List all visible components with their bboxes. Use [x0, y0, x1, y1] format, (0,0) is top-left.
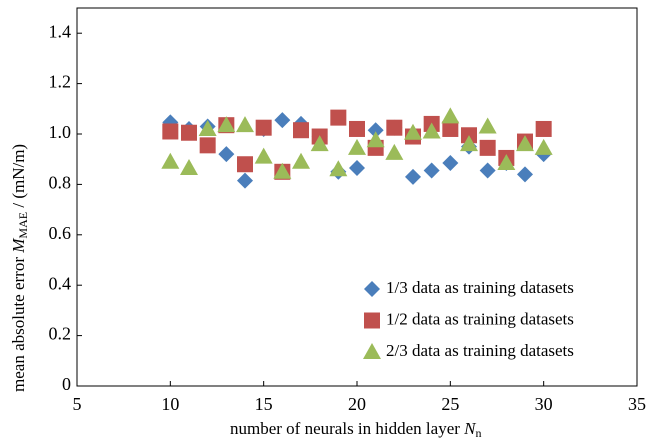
- triangle-point: [273, 162, 292, 179]
- triangle-point: [497, 153, 516, 170]
- square-point: [330, 109, 347, 126]
- y-tick-label: 1.2: [49, 72, 72, 92]
- triangle-point: [292, 152, 310, 169]
- triangle-point: [441, 107, 460, 124]
- triangle-point: [254, 147, 273, 164]
- y-tick-label: 0.2: [49, 324, 72, 344]
- triangle-point: [422, 122, 441, 139]
- triangle-point: [180, 159, 198, 176]
- legend-marker: [364, 281, 380, 297]
- x-tick-label: 10: [161, 394, 179, 414]
- square-point: [535, 120, 552, 137]
- triangle-point: [516, 135, 534, 152]
- square-point: [181, 124, 197, 141]
- triangle-point: [534, 138, 553, 155]
- triangle-point: [236, 116, 254, 133]
- x-tick-label: 35: [628, 394, 646, 414]
- x-tick-label: 15: [255, 394, 273, 414]
- triangle-point: [217, 116, 236, 133]
- y-tick-label: 1.4: [49, 21, 72, 41]
- triangle-point: [478, 117, 497, 134]
- legend-marker: [364, 312, 380, 329]
- diamond-point: [349, 160, 365, 177]
- diamond-point: [218, 146, 235, 163]
- x-tick-label: 30: [535, 394, 553, 414]
- y-axis-label: mean absolute error MMAE / (mN/m): [9, 144, 30, 392]
- triangle-point: [198, 119, 217, 136]
- plot-frame: [76, 7, 638, 387]
- square-point: [293, 122, 309, 139]
- diamond-point: [237, 172, 253, 189]
- y-tick-label: 0.4: [49, 273, 72, 293]
- triangle-point: [329, 160, 348, 177]
- triangle-point: [385, 143, 404, 160]
- diamond-point: [423, 162, 440, 179]
- square-point: [386, 119, 403, 136]
- triangle-point: [348, 138, 366, 155]
- triangle-point: [161, 152, 180, 169]
- x-axis-label: number of neurals in hidden layer Nn: [230, 419, 482, 440]
- diamond-point: [367, 122, 384, 139]
- triangle-point: [310, 135, 329, 152]
- diamond-point: [162, 114, 179, 131]
- triangle-point: [404, 123, 422, 140]
- y-tick-label: 0.8: [49, 173, 72, 193]
- square-point: [442, 120, 459, 137]
- diamond-point: [274, 112, 291, 129]
- y-tick-label: 0.6: [49, 223, 72, 243]
- diamond-point: [405, 168, 421, 185]
- triangle-point: [366, 131, 385, 148]
- legend-label: 1/3 data as training datasets: [386, 278, 574, 297]
- diamond-point: [442, 154, 459, 171]
- legend-label: 2/3 data as training datasets: [386, 341, 574, 360]
- triangle-point: [460, 135, 478, 152]
- diamond-point: [517, 166, 533, 183]
- square-point: [162, 123, 179, 140]
- legend-marker: [363, 343, 381, 359]
- square-point: [237, 156, 253, 173]
- x-tick-label: 20: [348, 394, 366, 414]
- square-point: [479, 139, 496, 156]
- square-point: [199, 137, 216, 154]
- square-point: [349, 120, 365, 137]
- square-point: [255, 119, 272, 136]
- legend-label: 1/2 data as training datasets: [386, 309, 574, 328]
- y-tick-label: 1.0: [49, 122, 72, 142]
- x-tick-label: 5: [73, 394, 82, 414]
- y-tick-label: 0: [62, 374, 71, 394]
- diamond-point: [479, 162, 496, 179]
- x-tick-label: 25: [441, 394, 459, 414]
